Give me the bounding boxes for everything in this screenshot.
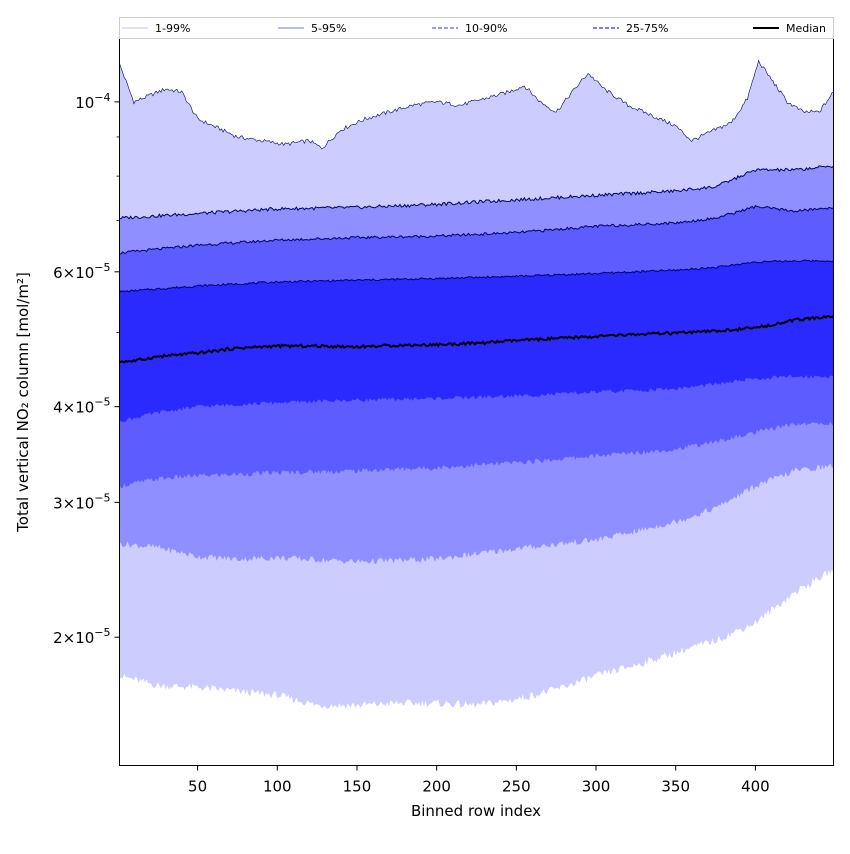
legend-label: 5-95% [311,22,346,35]
x-tick-label: 400 [741,778,770,796]
band-upper-edge [119,59,834,150]
x-tick-label: 100 [263,778,292,796]
band-area [119,259,834,422]
legend-label: 1-99% [155,22,190,35]
x-tick-label: 150 [343,778,372,796]
x-tick-label: 200 [422,778,451,796]
band-upper-edge [119,165,834,220]
x-axis-label: Binned row index [411,802,541,820]
x-tick-label: 350 [661,778,690,796]
y-axis: 2×10−5 3×10−5 4×10−5 6×10−5 10−4 [53,91,120,647]
y-tick-label: 2×10−5 [53,626,110,647]
y-tick-label: 10−4 [75,91,110,112]
y-tick-label: 4×10−5 [53,396,110,417]
legend: 1-99% 5-95% 10-90% 25-75% Median [119,17,834,39]
legend-label: 25-75% [626,22,668,35]
x-axis: 50 100 150 200 250 300 350 400 [188,765,770,796]
median-line [119,314,835,364]
y-axis-label: Total vertical NO₂ column [mol/m²] [14,272,32,533]
legend-box [119,17,834,39]
legend-label: Median [786,22,826,35]
band-upper-edge [119,204,834,255]
y-tick-label: 6×10−5 [53,261,110,282]
legend-label: 10-90% [465,22,507,35]
y-tick-label: 3×10−5 [53,491,110,512]
x-tick-label: 300 [582,778,611,796]
bands-layer [119,59,834,709]
x-tick-label: 50 [188,778,207,796]
band-upper-edge [119,259,834,293]
x-tick-label: 250 [502,778,531,796]
median-layer [119,314,835,364]
